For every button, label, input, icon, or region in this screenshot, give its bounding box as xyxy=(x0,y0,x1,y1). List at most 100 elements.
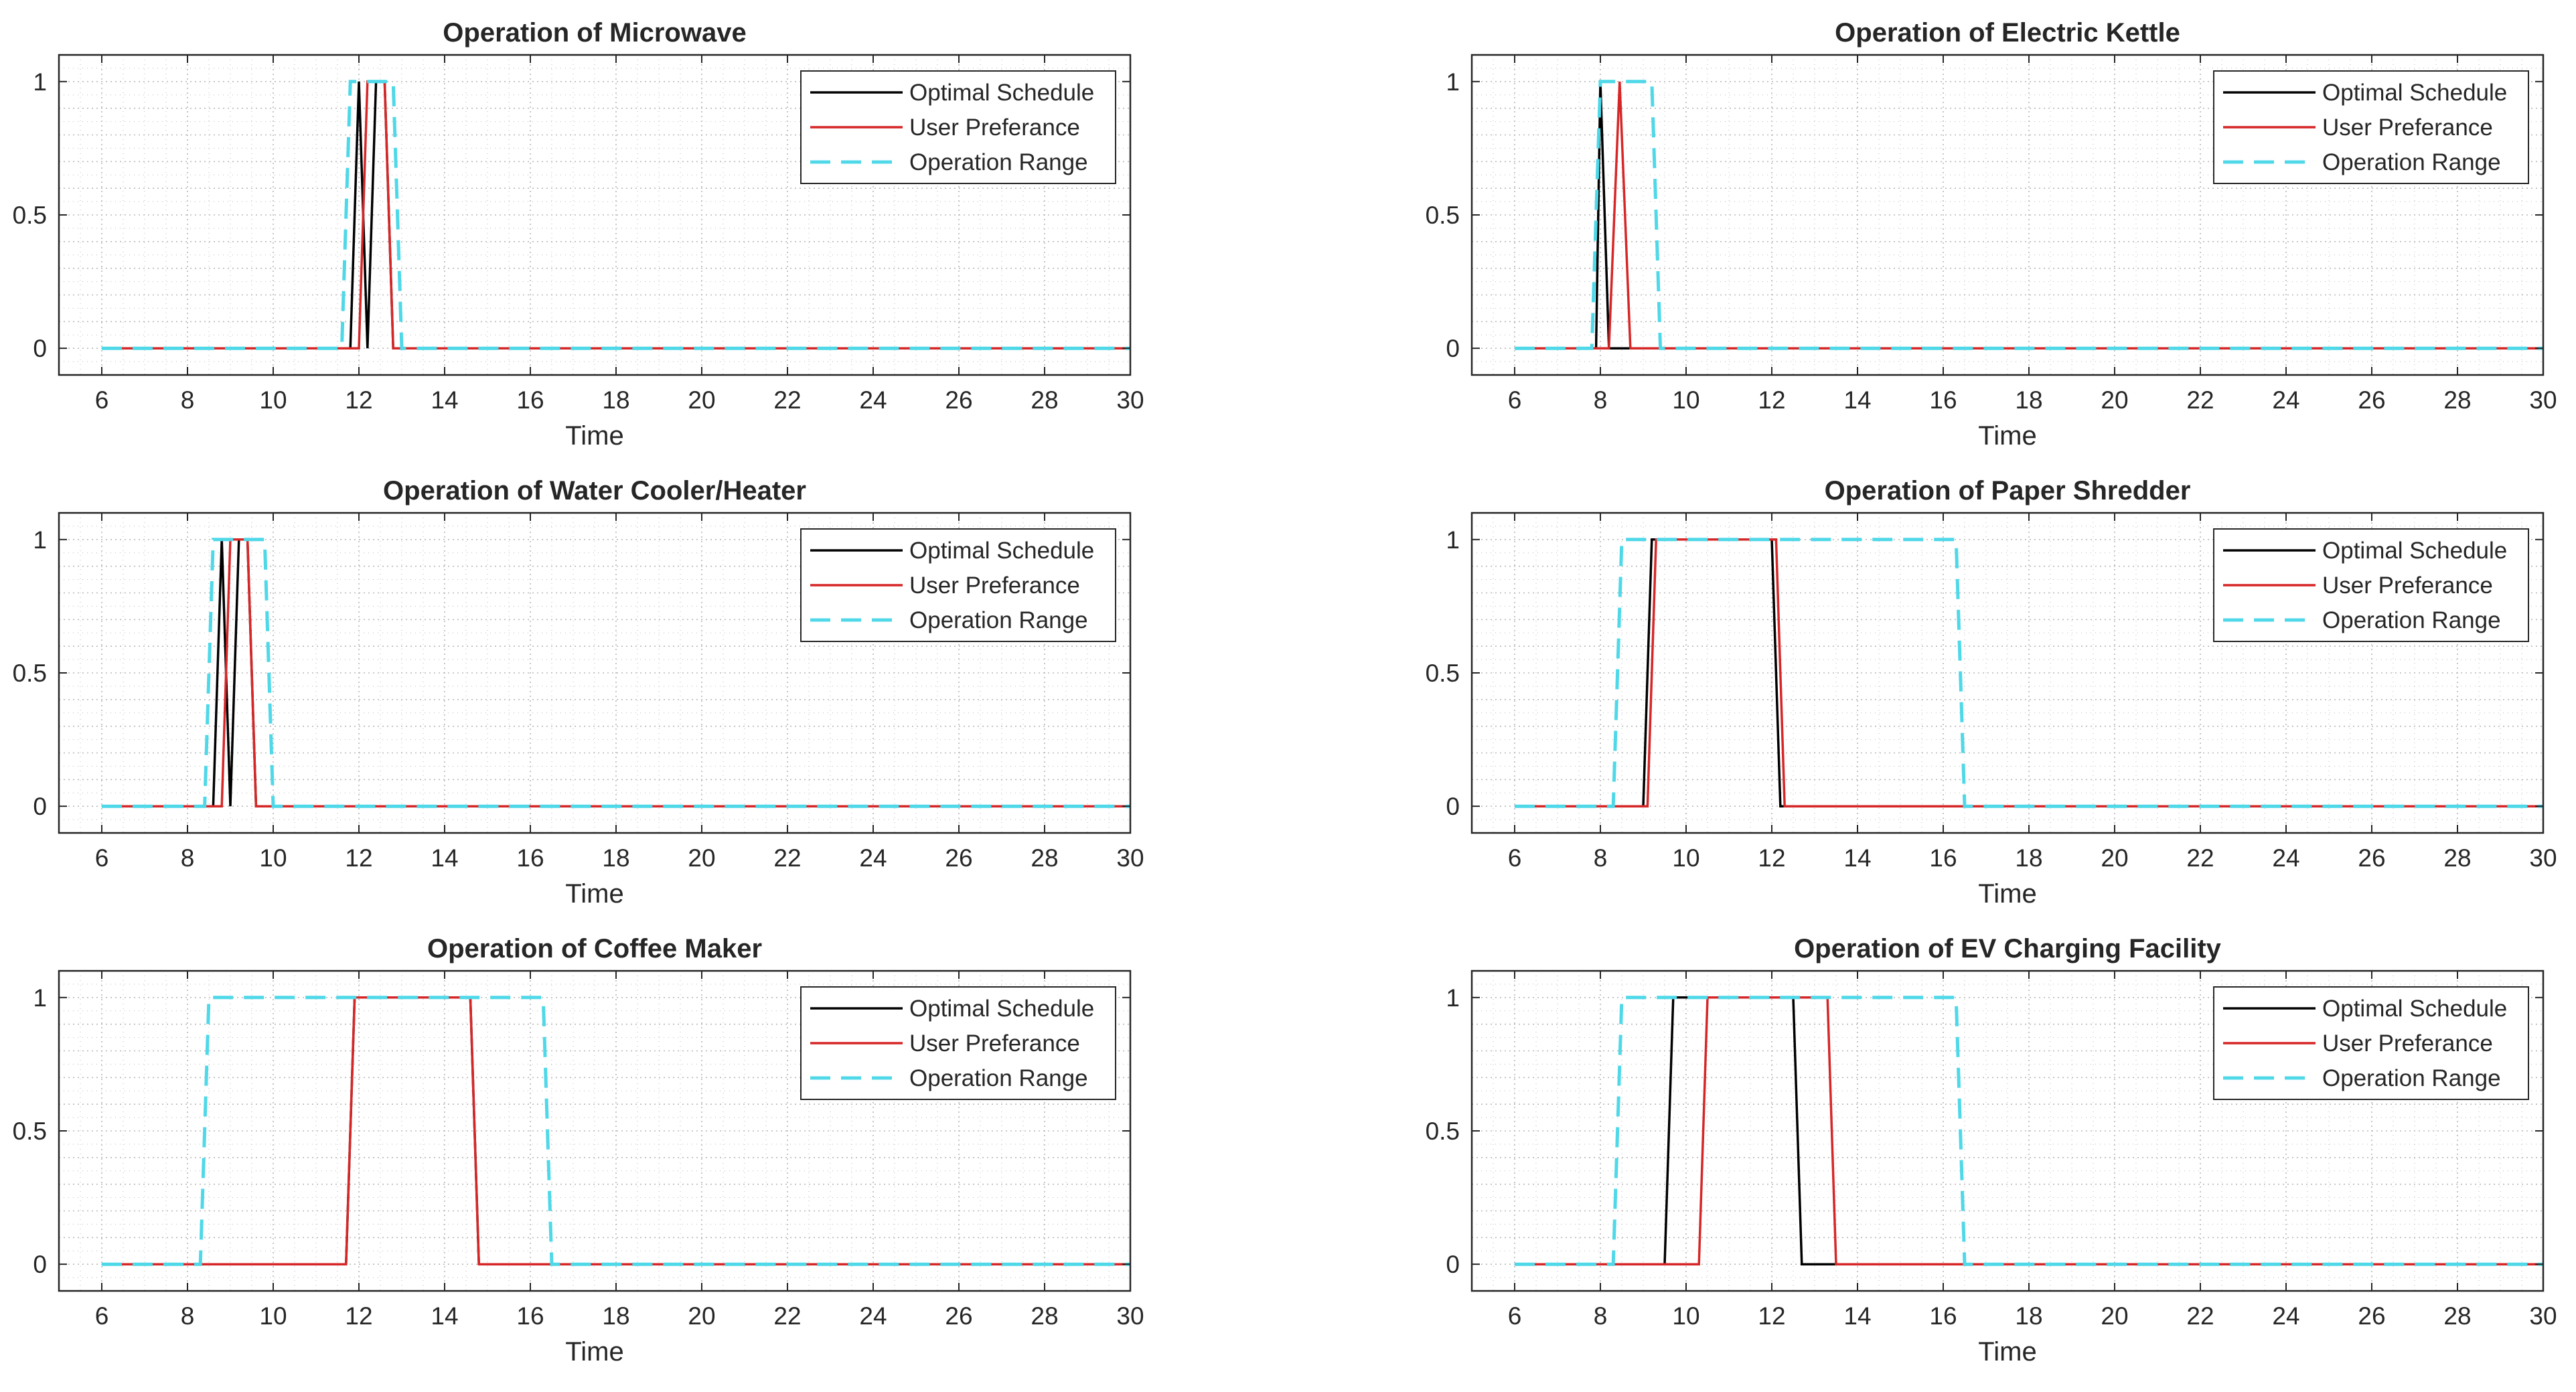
legend: Optimal Schedule User Preferance Operation… xyxy=(800,528,1116,642)
y-tick-label: 0 xyxy=(1446,335,1460,362)
legend: Optimal Schedule User Preferance Operation… xyxy=(800,70,1116,184)
x-tick-label: 20 xyxy=(2101,386,2128,414)
legend-label-operation-range: Operation Range xyxy=(909,149,1088,175)
legend-label-user-preferance: User Preferance xyxy=(909,572,1080,599)
y-tick-label: 0.5 xyxy=(1426,1117,1460,1145)
x-tick-label: 24 xyxy=(859,1302,887,1330)
chart-title: Operation of Paper Shredder xyxy=(1825,476,2191,506)
x-tick-label: 12 xyxy=(345,844,372,872)
x-tick-label: 28 xyxy=(1031,386,1058,414)
x-tick-label: 24 xyxy=(2272,386,2299,414)
series-line-operation-range xyxy=(1515,996,2543,1266)
x-tick-label: 18 xyxy=(602,386,629,414)
x-axis-label: Time xyxy=(565,1337,623,1367)
x-tick-label: 30 xyxy=(2529,386,2557,414)
y-tick-label: 0 xyxy=(1446,793,1460,820)
x-tick-label: 8 xyxy=(181,1302,195,1330)
legend: Optimal Schedule User Preferance Operation… xyxy=(2213,528,2529,642)
x-tick-label: 6 xyxy=(1508,1302,1522,1330)
legend-label-user-preferance: User Preferance xyxy=(2322,572,2493,599)
x-tick-label: 26 xyxy=(945,844,972,872)
x-tick-label: 20 xyxy=(688,1302,715,1330)
x-tick-label: 20 xyxy=(688,844,715,872)
legend-label-user-preferance: User Preferance xyxy=(909,1030,1080,1057)
x-tick-label: 18 xyxy=(602,844,629,872)
x-tick-label: 14 xyxy=(1843,1302,1871,1330)
x-tick-label: 26 xyxy=(2358,1302,2385,1330)
x-tick-label: 16 xyxy=(1929,386,1957,414)
legend-label-operation-range: Operation Range xyxy=(909,607,1088,633)
x-axis-label: Time xyxy=(565,421,623,451)
x-tick-label: 6 xyxy=(1508,386,1522,414)
legend-label-optimal-schedule: Optimal Schedule xyxy=(2322,538,2507,564)
x-tick-label: 30 xyxy=(2529,844,2557,872)
legend-label-optimal-schedule: Optimal Schedule xyxy=(2322,996,2507,1022)
x-tick-label: 18 xyxy=(602,1302,629,1330)
x-tick-label: 10 xyxy=(1672,1302,1699,1330)
x-tick-label: 12 xyxy=(1758,386,1785,414)
y-tick-label: 0 xyxy=(33,793,47,820)
x-tick-label: 6 xyxy=(95,386,109,414)
x-axis-label: Time xyxy=(1978,421,2036,451)
y-tick-label: 1 xyxy=(1446,526,1460,554)
legend-label-operation-range: Operation Range xyxy=(2322,607,2501,633)
x-tick-label: 8 xyxy=(181,844,195,872)
y-tick-label: 0.5 xyxy=(1426,202,1460,229)
legend: Optimal Schedule User Preferance Operation… xyxy=(2213,70,2529,184)
x-axis-label: Time xyxy=(1978,879,2036,909)
x-tick-label: 12 xyxy=(1758,844,1785,872)
x-tick-label: 18 xyxy=(2015,386,2042,414)
x-tick-label: 8 xyxy=(1594,844,1608,872)
legend-label-operation-range: Operation Range xyxy=(909,1065,1088,1091)
x-tick-label: 26 xyxy=(945,1302,972,1330)
subplot-3: 6 8 10 12 14 16 18 20 22 24 26 28 30 0 0.5 1 Operation o… xyxy=(13,476,1144,909)
x-tick-label: 24 xyxy=(2272,844,2299,872)
x-tick-label: 8 xyxy=(1594,1302,1608,1330)
series-line-operation-range xyxy=(102,80,1130,350)
y-tick-label: 0 xyxy=(1446,1251,1460,1278)
x-tick-label: 22 xyxy=(2186,1302,2214,1330)
subplot-4: 6 8 10 12 14 16 18 20 22 24 26 28 30 0 0.5 1 Operation o… xyxy=(1426,476,2557,909)
x-tick-label: 10 xyxy=(259,844,287,872)
legend: Optimal Schedule User Preferance Operation… xyxy=(2213,986,2529,1100)
x-tick-label: 20 xyxy=(688,386,715,414)
legend-label-user-preferance: User Preferance xyxy=(2322,114,2493,141)
subplot-1: 6 8 10 12 14 16 18 20 22 24 26 28 30 0 0.5 1 Operation o… xyxy=(13,18,1144,451)
legend-label-optimal-schedule: Optimal Schedule xyxy=(909,996,1094,1022)
x-tick-label: 28 xyxy=(1031,844,1058,872)
x-tick-label: 28 xyxy=(2443,1302,2471,1330)
x-tick-label: 30 xyxy=(1116,844,1144,872)
x-tick-label: 28 xyxy=(2443,844,2471,872)
chart-title: Operation of EV Charging Facility xyxy=(1794,934,2222,963)
x-tick-label: 8 xyxy=(181,386,195,414)
x-tick-label: 22 xyxy=(773,844,801,872)
y-tick-label: 1 xyxy=(1446,68,1460,96)
chart-title: Operation of Electric Kettle xyxy=(1835,18,2180,48)
chart-title: Operation of Microwave xyxy=(443,18,746,48)
x-tick-label: 18 xyxy=(2015,844,2042,872)
x-tick-label: 12 xyxy=(345,1302,372,1330)
legend-label-operation-range: Operation Range xyxy=(2322,149,2501,175)
x-tick-label: 18 xyxy=(2015,1302,2042,1330)
grid xyxy=(1471,54,2544,376)
x-tick-label: 12 xyxy=(345,386,372,414)
legend-label-optimal-schedule: Optimal Schedule xyxy=(2322,80,2507,106)
x-axis-label: Time xyxy=(1978,1337,2036,1367)
subplot-2: 6 8 10 12 14 16 18 20 22 24 26 28 30 0 0.5 1 Operation o… xyxy=(1426,18,2557,451)
x-tick-label: 22 xyxy=(773,1302,801,1330)
x-tick-label: 14 xyxy=(431,1302,458,1330)
chart-title: Operation of Coffee Maker xyxy=(427,934,762,963)
x-tick-label: 20 xyxy=(2101,1302,2128,1330)
x-tick-label: 22 xyxy=(2186,386,2214,414)
y-tick-label: 1 xyxy=(33,984,47,1012)
x-tick-label: 30 xyxy=(1116,386,1144,414)
x-tick-label: 6 xyxy=(95,844,109,872)
y-tick-label: 0.5 xyxy=(13,660,47,687)
legend-label-operation-range: Operation Range xyxy=(2322,1065,2501,1091)
x-tick-label: 24 xyxy=(859,844,887,872)
y-tick-label: 0.5 xyxy=(13,1117,47,1145)
x-tick-label: 30 xyxy=(2529,1302,2557,1330)
series-line-operation-range xyxy=(1515,538,2543,808)
y-tick-label: 0 xyxy=(33,335,47,362)
x-tick-label: 6 xyxy=(1508,844,1522,872)
